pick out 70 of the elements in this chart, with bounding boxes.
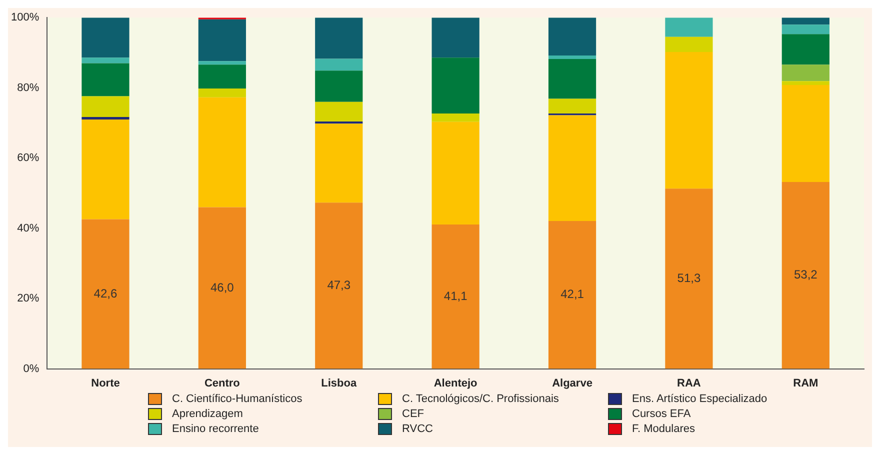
bar [82, 63, 130, 96]
bar [82, 219, 130, 369]
bar [315, 58, 363, 71]
x-tick-label: Centro [204, 377, 240, 390]
legend-label: CEF [402, 408, 424, 420]
bar [432, 113, 480, 122]
bar [548, 56, 596, 60]
data-label: 41,1 [444, 288, 468, 303]
bar [198, 61, 246, 65]
y-tick-label: 20% [17, 292, 40, 305]
x-tick-label: Lisboa [321, 377, 358, 390]
bar [198, 19, 246, 62]
bar [548, 59, 596, 99]
y-tick-label: 60% [17, 152, 40, 164]
bar [548, 115, 596, 221]
bar [315, 202, 363, 369]
legend-label: Ens. Artístico Especializado [632, 393, 768, 405]
bar [432, 58, 480, 114]
bar [665, 188, 713, 369]
bar [548, 98, 596, 114]
x-tick-label: Algarve [552, 377, 592, 390]
bar [198, 97, 246, 208]
bar [665, 52, 713, 189]
x-tick-label: RAM [793, 377, 818, 390]
data-label: 42,1 [560, 287, 584, 302]
bar [315, 124, 363, 203]
bar [432, 224, 480, 369]
bar [548, 220, 596, 369]
legend-label: Cursos EFA [632, 408, 691, 420]
bar [82, 58, 130, 64]
bar [782, 24, 830, 34]
y-tick-label: 80% [17, 82, 40, 94]
legend-label: Ensino recorrente [172, 423, 259, 435]
data-label: 51,3 [677, 271, 701, 286]
bar [82, 18, 130, 58]
bar [548, 18, 596, 56]
bar [782, 64, 830, 82]
bar [198, 88, 246, 98]
bar [315, 18, 363, 59]
bar [782, 18, 830, 25]
x-tick-label: RAA [677, 377, 701, 390]
bar [432, 122, 480, 224]
legend-label: C. Tecnológicos/C. Profissionais [402, 393, 559, 405]
data-label: 53,2 [794, 268, 818, 282]
bar [665, 18, 713, 37]
data-label: 46,0 [210, 280, 234, 294]
data-label: 42,6 [94, 286, 118, 300]
bar [198, 64, 246, 89]
bar [782, 85, 830, 182]
y-tick-label: 0% [23, 362, 40, 375]
x-tick-label: Alentejo [434, 377, 478, 390]
bar [782, 34, 830, 65]
data-label: 47,3 [327, 278, 351, 292]
bar [315, 70, 363, 102]
legend-label: F. Modulares [632, 423, 695, 435]
bar [315, 102, 363, 122]
bar [82, 116, 130, 120]
legend-label: RVCC [402, 423, 433, 435]
bar [82, 119, 130, 220]
y-tick-label: 100% [10, 12, 40, 24]
legend-label: Aprendizagem [172, 408, 243, 420]
bar [665, 36, 713, 52]
bar [782, 81, 830, 86]
bar [82, 96, 130, 117]
bar [432, 18, 480, 58]
bar [782, 182, 830, 369]
y-tick-label: 40% [17, 222, 40, 234]
legend-label: C. Científico-Humanísticos [172, 393, 302, 405]
x-tick-label: Norte [91, 377, 120, 390]
bar [198, 207, 246, 369]
